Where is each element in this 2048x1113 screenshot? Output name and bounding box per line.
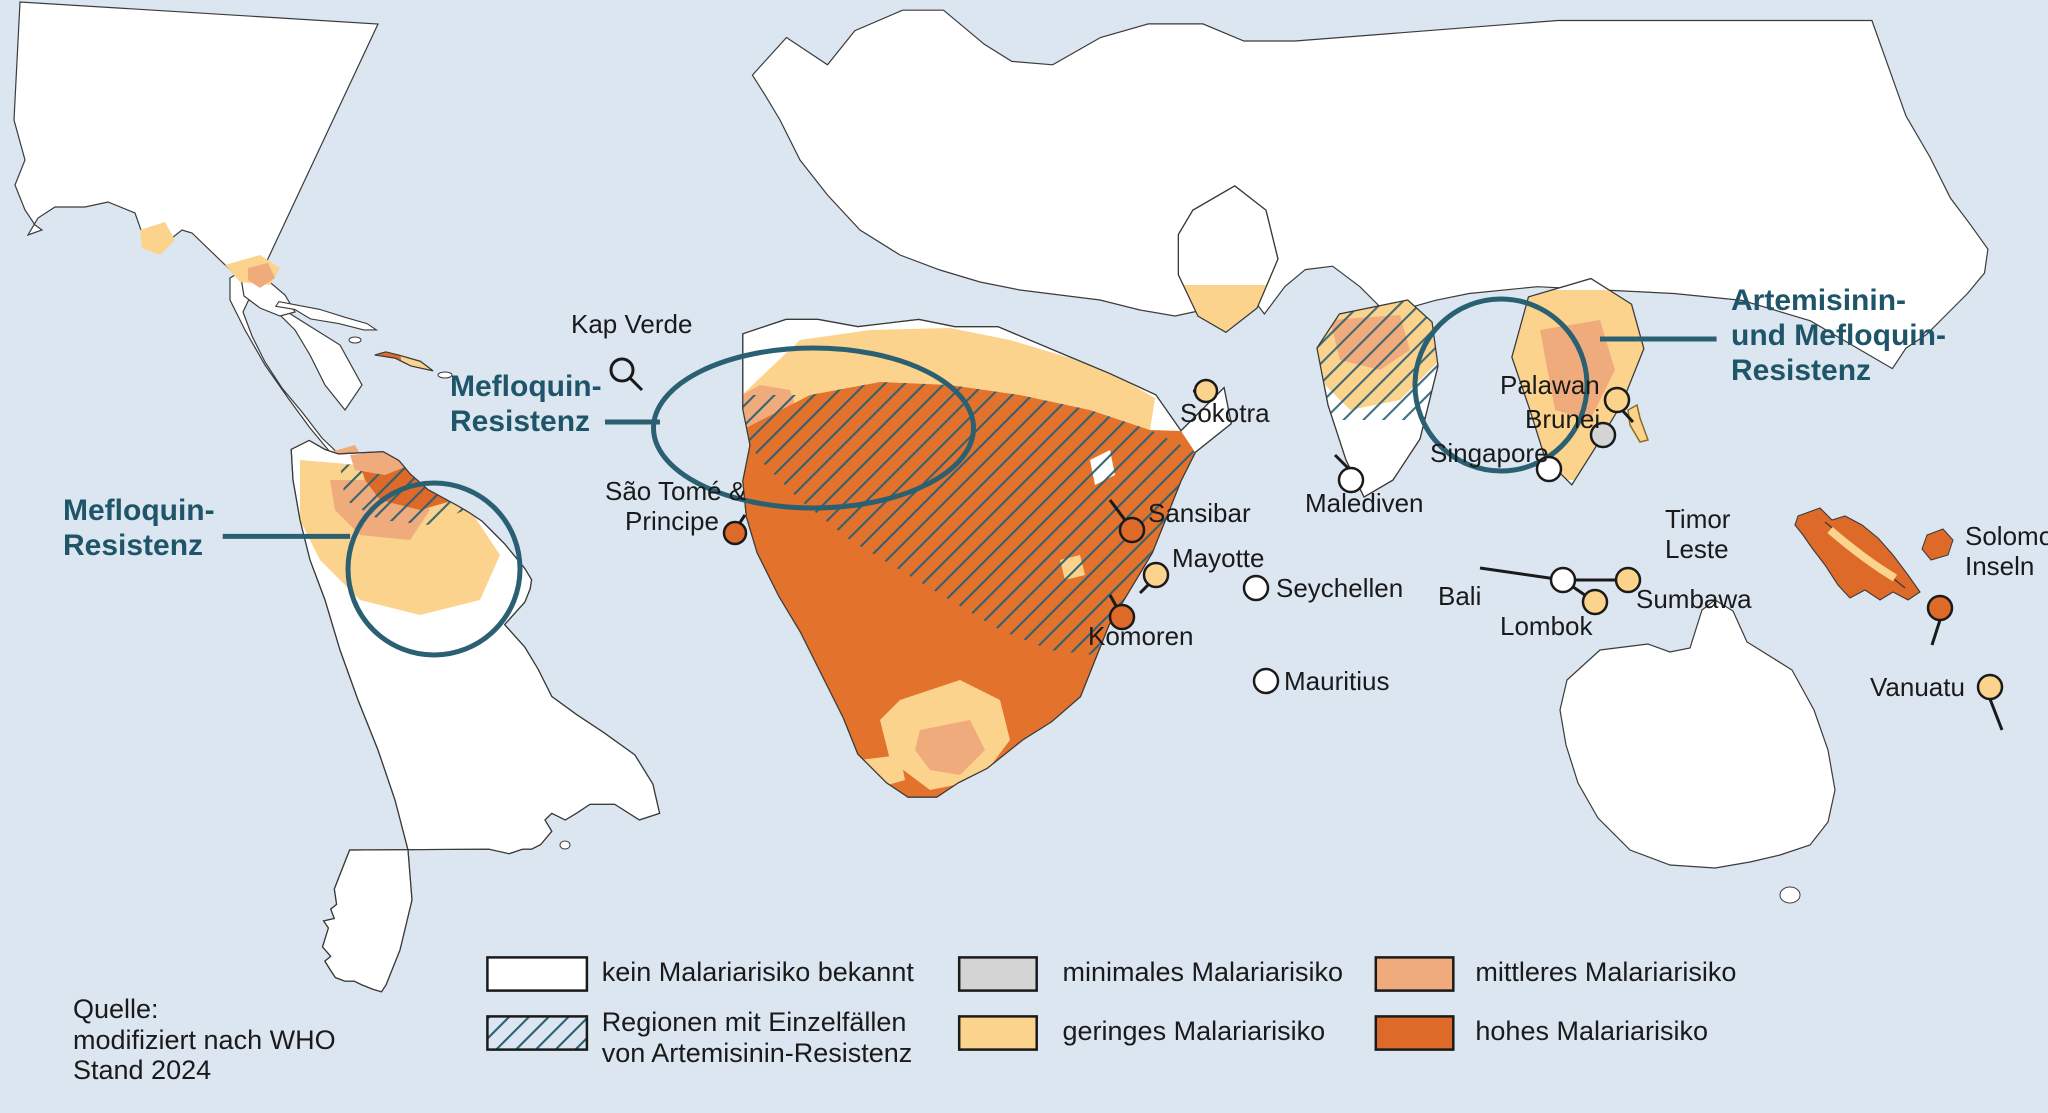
svg-text:Seychellen: Seychellen bbox=[1276, 573, 1403, 603]
svg-text:Lombok: Lombok bbox=[1500, 611, 1593, 641]
svg-text:Inseln: Inseln bbox=[1965, 551, 2034, 581]
svg-text:São Tomé &: São Tomé & bbox=[605, 476, 746, 506]
svg-text:Resistenz: Resistenz bbox=[63, 529, 203, 562]
svg-text:Regionen mit Einzelfällen: Regionen mit Einzelfällen bbox=[602, 1007, 907, 1037]
svg-text:Vanuatu: Vanuatu bbox=[1870, 672, 1965, 702]
svg-text:Resistenz: Resistenz bbox=[450, 405, 590, 438]
svg-text:Malediven: Malediven bbox=[1305, 488, 1424, 518]
svg-text:Brunei: Brunei bbox=[1525, 404, 1600, 434]
svg-text:Artemisinin-: Artemisinin- bbox=[1731, 284, 1906, 317]
svg-text:Komoren: Komoren bbox=[1088, 621, 1194, 651]
svg-text:und Mefloquin-: und Mefloquin- bbox=[1731, 319, 1946, 352]
svg-text:Kap Verde: Kap Verde bbox=[571, 309, 692, 339]
svg-text:mittleres Malariarisiko: mittleres Malariarisiko bbox=[1475, 957, 1736, 987]
svg-text:Resistenz: Resistenz bbox=[1731, 354, 1871, 387]
svg-text:Leste: Leste bbox=[1665, 534, 1729, 564]
svg-text:Mefloquin-: Mefloquin- bbox=[63, 494, 215, 527]
svg-text:Stand 2024: Stand 2024 bbox=[73, 1055, 211, 1085]
svg-text:Sokotra: Sokotra bbox=[1180, 398, 1270, 428]
svg-text:Sumbawa: Sumbawa bbox=[1636, 584, 1752, 614]
svg-text:von Artemisinin-Resistenz: von Artemisinin-Resistenz bbox=[602, 1038, 913, 1068]
svg-text:Mayotte: Mayotte bbox=[1172, 543, 1265, 573]
svg-text:kein Malariarisiko bekannt: kein Malariarisiko bekannt bbox=[602, 957, 915, 987]
svg-text:Quelle:: Quelle: bbox=[73, 994, 159, 1024]
svg-text:minimales Malariarisiko: minimales Malariarisiko bbox=[1063, 957, 1344, 987]
svg-text:geringes Malariarisiko: geringes Malariarisiko bbox=[1063, 1016, 1326, 1046]
svg-text:Sansibar: Sansibar bbox=[1148, 498, 1251, 528]
svg-text:hohes Malariarisiko: hohes Malariarisiko bbox=[1475, 1016, 1708, 1046]
svg-text:modifiziert nach WHO: modifiziert nach WHO bbox=[73, 1025, 336, 1055]
svg-text:Singapore: Singapore bbox=[1430, 438, 1549, 468]
svg-text:Principe: Principe bbox=[625, 506, 719, 536]
svg-text:Solomon-: Solomon- bbox=[1965, 521, 2048, 551]
svg-text:Timor: Timor bbox=[1665, 504, 1731, 534]
svg-text:Palawan: Palawan bbox=[1500, 370, 1600, 400]
svg-text:Mauritius: Mauritius bbox=[1284, 666, 1389, 696]
svg-text:Bali: Bali bbox=[1438, 581, 1481, 611]
svg-text:Mefloquin-: Mefloquin- bbox=[450, 370, 602, 403]
